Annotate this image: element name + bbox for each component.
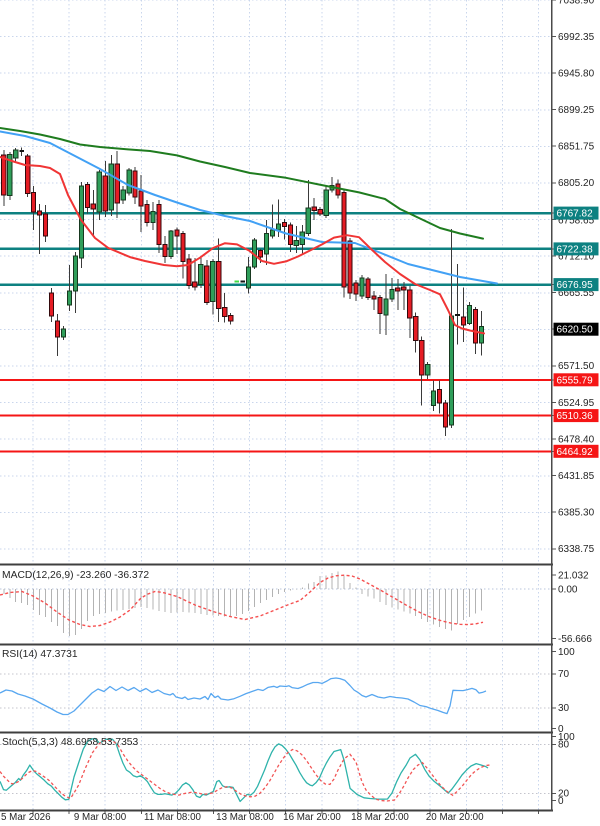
svg-text:13 Mar 08:00: 13 Mar 08:00 xyxy=(216,812,274,823)
svg-text:100: 100 xyxy=(558,647,575,658)
svg-text:30: 30 xyxy=(558,703,570,714)
svg-text:5 Mar 2026: 5 Mar 2026 xyxy=(1,812,51,823)
svg-text:6464.92: 6464.92 xyxy=(557,447,594,458)
svg-text:6385.30: 6385.30 xyxy=(558,508,595,519)
svg-text:6945.80: 6945.80 xyxy=(558,68,595,79)
svg-text:6992.35: 6992.35 xyxy=(558,32,595,43)
svg-text:0: 0 xyxy=(558,724,564,735)
svg-text:0.00: 0.00 xyxy=(558,584,578,595)
svg-text:20: 20 xyxy=(558,789,570,800)
svg-text:Stoch(5,3,3) 48.6958 53.7353: Stoch(5,3,3) 48.6958 53.7353 xyxy=(2,737,139,748)
svg-text:-56.666: -56.666 xyxy=(558,634,592,645)
svg-text:6431.85: 6431.85 xyxy=(558,471,595,482)
svg-text:20 Mar 20:00: 20 Mar 20:00 xyxy=(426,812,484,823)
svg-text:7038.90: 7038.90 xyxy=(558,0,595,6)
svg-text:6571.50: 6571.50 xyxy=(558,361,595,372)
svg-text:6524.95: 6524.95 xyxy=(558,398,595,409)
svg-text:6665.55: 6665.55 xyxy=(558,288,595,299)
svg-text:9 Mar 08:00: 9 Mar 08:00 xyxy=(74,812,127,823)
svg-text:6899.25: 6899.25 xyxy=(558,105,595,116)
svg-text:6676.95: 6676.95 xyxy=(557,280,594,291)
svg-text:21.032: 21.032 xyxy=(558,570,589,581)
svg-text:6555.79: 6555.79 xyxy=(557,375,594,386)
svg-text:6338.75: 6338.75 xyxy=(558,544,595,555)
svg-text:6478.40: 6478.40 xyxy=(558,434,595,445)
svg-text:18 Mar 20:00: 18 Mar 20:00 xyxy=(351,812,409,823)
svg-text:100: 100 xyxy=(558,732,575,743)
svg-text:6851.75: 6851.75 xyxy=(558,142,595,153)
svg-text:70: 70 xyxy=(558,669,570,680)
svg-text:0: 0 xyxy=(558,796,564,807)
svg-text:6510.36: 6510.36 xyxy=(557,411,594,422)
svg-text:6805.20: 6805.20 xyxy=(558,178,595,189)
svg-text:80: 80 xyxy=(558,740,570,751)
svg-text:6722.38: 6722.38 xyxy=(557,244,594,255)
svg-text:6712.10: 6712.10 xyxy=(558,251,595,262)
svg-text:6620.50: 6620.50 xyxy=(557,325,594,336)
svg-text:RSI(14) 47.3731: RSI(14) 47.3731 xyxy=(2,649,78,660)
svg-text:6758.65: 6758.65 xyxy=(558,215,595,226)
svg-text:MACD(12,26,9) -23.260 -36.372: MACD(12,26,9) -23.260 -36.372 xyxy=(2,570,149,581)
svg-text:11 Mar 08:00: 11 Mar 08:00 xyxy=(144,812,202,823)
svg-text:6767.82: 6767.82 xyxy=(557,209,594,220)
svg-text:16 Mar 20:00: 16 Mar 20:00 xyxy=(283,812,341,823)
